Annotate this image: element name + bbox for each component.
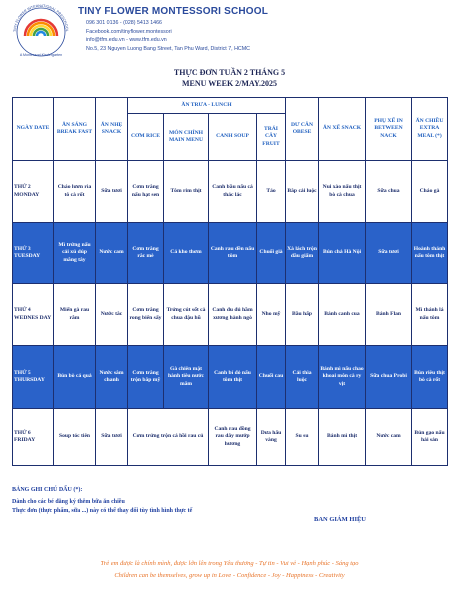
menu-row: THỨ 4 WEDNES DAY Miến gà rau răm Nước tắc C… (12, 283, 449, 346)
menu-cell: Nước tắc (95, 283, 128, 346)
menu-row: THỨ 5 THURSDAY Bún bò cá quả Nước sâm chan… (12, 345, 449, 409)
menu-cell: Bún riêu thịt bò cà rốt (411, 345, 449, 409)
menu-cell: Nho mỹ (255, 283, 287, 346)
menu-cell: Bún bò cá quả (53, 345, 96, 409)
column-header: ĂN CHIỀU EXTRA MEAL (*) (411, 97, 449, 161)
menu-cell: Dưa hấu vàng (255, 408, 287, 466)
menu-row: THỨ 6 FRIDAY Soup tóc tiên Sữa tươi Cơm trứ… (12, 408, 449, 466)
menu-cell: Tôm rim thịt (163, 160, 209, 223)
signature: BAN GIÁM HIỆU (314, 516, 367, 523)
column-header: ĂN XẾ SNACK (318, 97, 367, 161)
contact-line: 096 301 0136 - (028) 5413 1466 (86, 20, 162, 26)
menu-cell: Gà chiên mật hành tiêu nước mắm (163, 345, 209, 409)
menu-cell: Táo (255, 160, 287, 223)
menu-cell: Chuối cau (255, 345, 287, 409)
note-line: Thực đơn (thực phẩm, sữa ...) này có thể… (12, 508, 193, 514)
contact-line: Facebook.com/tinyflower.montessori (86, 28, 172, 35)
column-header: MÓN CHÍNH MAIN MENU (163, 113, 209, 161)
menu-cell: Cơm trắng nấu hạt sen (127, 160, 164, 223)
menu-cell: Sữa tươi (95, 160, 128, 223)
menu-cell: Mì thánh lá nấu tôm (411, 283, 449, 346)
title-vi: THỰC ĐƠN TUẦN 2 THÁNG 5 (173, 68, 286, 77)
menu-cell: Miến gà rau răm (53, 283, 96, 346)
school-name: TINY FLOWER MONTESSORI SCHOOL (78, 6, 269, 17)
menu-cell: Sữa chua Probi (365, 345, 413, 409)
column-header: ĂN SÁNG BREAK FAST (53, 97, 96, 161)
menu-cell: Bún chả Hà Nội (318, 222, 367, 284)
contact-line: No.5, 23 Nguyen Luong Bang Street, Tan P… (86, 46, 250, 53)
menu-cell: Sữa chua (365, 160, 413, 223)
slogan-vi: Trẻ em được là chính mình, được lớn lên … (100, 560, 359, 567)
menu-cell: Bánh canh cua (318, 283, 367, 346)
menu-row: THỨ 3 TUESDAY Mì trứng nấu cải xú dúp măn… (12, 222, 449, 284)
menu-cell: Trứng cút sốt cà chua đậu hũ (163, 283, 209, 346)
column-header: TRÁI CÂY FRUIT (255, 113, 287, 161)
menu-cell: Canh đu đủ hầm xương hành ngò (208, 283, 257, 346)
menu-cell: Cơm trứng trộn cá hồi rau củ (127, 408, 209, 466)
contact-line: info@tfm.edu.vn - www.tfm.edu.vn (86, 37, 167, 44)
day-cell: THỨ 4 WEDNES DAY (12, 283, 54, 346)
day-cell: THỨ 6 FRIDAY (12, 408, 54, 466)
menu-table: NGÀY DATE ĂN SÁNG BREAK FAST ĂN NHẸ SNACK Ă… (12, 97, 449, 466)
menu-cell: Su su (285, 408, 320, 466)
menu-cell: Canh rau đồng rau dây mướp hương (208, 408, 257, 466)
menu-cell: Bánh Flan (365, 283, 413, 346)
menu-cell: Canh rau dền nấu tôm (208, 222, 257, 284)
menu-row: THỨ 2 MONDAY Cháo lươn rìa tô cà rốt Sữa t… (12, 160, 449, 223)
menu-cell: Cơm trắng rong biển sấy (127, 283, 164, 346)
column-header: ĂN NHẸ SNACK (95, 97, 128, 161)
menu-cell: Hoành thánh nấu tôm thịt (411, 222, 449, 284)
column-header: DƯ CÂN OBESE (285, 97, 320, 161)
menu-cell: Sữa tươi (95, 408, 128, 466)
logo: TINY FLOWER INTERNATIONAL PRESCHOOL A Mo… (13, 4, 69, 57)
menu-cell: Bầu hấp (285, 283, 320, 346)
column-header: CANH SOUP (208, 113, 257, 161)
menu-cell: Bắp cải luộc (285, 160, 320, 223)
title: THỰC ĐƠN TUẦN 2 THÁNG 5 MENU WEEK 2/MAY.… (0, 67, 459, 89)
menu-cell: Nước sâm chanh (95, 345, 128, 409)
menu-cell: Canh bầu nấu cá thác lác (208, 160, 257, 223)
notes: BẢNG GHI CHÚ DẤU (*): Dành cho các bé đă… (12, 486, 192, 516)
column-header: CƠM RICE (127, 113, 164, 161)
day-cell: THỨ 5 THURSDAY (12, 345, 54, 409)
lunch-group-header: ĂN TRƯA - LUNCH (126, 97, 287, 114)
menu-cell: Canh bí đỏ nấu tôm thịt (208, 345, 257, 409)
menu-cell: Bánh mì thịt (318, 408, 367, 466)
day-cell: THỨ 2 MONDAY (12, 160, 54, 223)
column-header: PHỤ XẾ IN BETWEEN NACK (365, 97, 413, 161)
menu-cell: Cải thìa luộc (285, 345, 320, 409)
menu-cell: Cháo lươn rìa tô cà rốt (53, 160, 96, 223)
menu-cell: Nước cam (365, 408, 413, 466)
menu-cell: Bún gạo nấu hải sản (411, 408, 449, 466)
menu-cell: Bánh mì nấu chao khoai môn cà ry vịt (318, 345, 367, 409)
menu-cell: Cá kho thơm (163, 222, 209, 284)
logo-tagline: A Montessori Kindergarten (20, 53, 62, 57)
menu-cell: Nui xào nấu thịt bò cà chua (318, 160, 367, 223)
note-line: Dành cho các bé đăng ký thêm bữa ăn chiề… (12, 499, 125, 505)
menu-cell: Cháo gà (411, 160, 449, 223)
header-row: CƠM RICE MÓN CHÍNH MAIN MENU CANH SOUP TRÁI… (13, 113, 448, 161)
menu-cell: Mì trứng nấu cải xú dúp măng tây (53, 222, 96, 284)
menu-cell: Nước cam (95, 222, 128, 284)
menu-cell: Chuối già (255, 222, 287, 284)
day-cell: THỨ 3 TUESDAY (12, 222, 54, 284)
menu-cell: Soup tóc tiên (53, 408, 96, 466)
menu-cell: Cơm trắng rắc mè (127, 222, 164, 284)
column-header: NGÀY DATE (12, 97, 54, 161)
menu-cell: Cơm trắng trộn bắp mỹ (127, 345, 164, 409)
title-en: MENU WEEK 2/MAY.2025 (181, 79, 278, 88)
menu-cell: Xà lách trộn dầu giấm (285, 222, 320, 284)
slogan-en: Children can be themselves, grow up in L… (114, 572, 345, 579)
header-row: NGÀY DATE ĂN SÁNG BREAK FAST ĂN NHẸ SNACK Ă… (12, 97, 449, 161)
menu-cell: Sữa tươi (365, 222, 413, 284)
notes-heading: BẢNG GHI CHÚ DẤU (*): (12, 487, 83, 493)
